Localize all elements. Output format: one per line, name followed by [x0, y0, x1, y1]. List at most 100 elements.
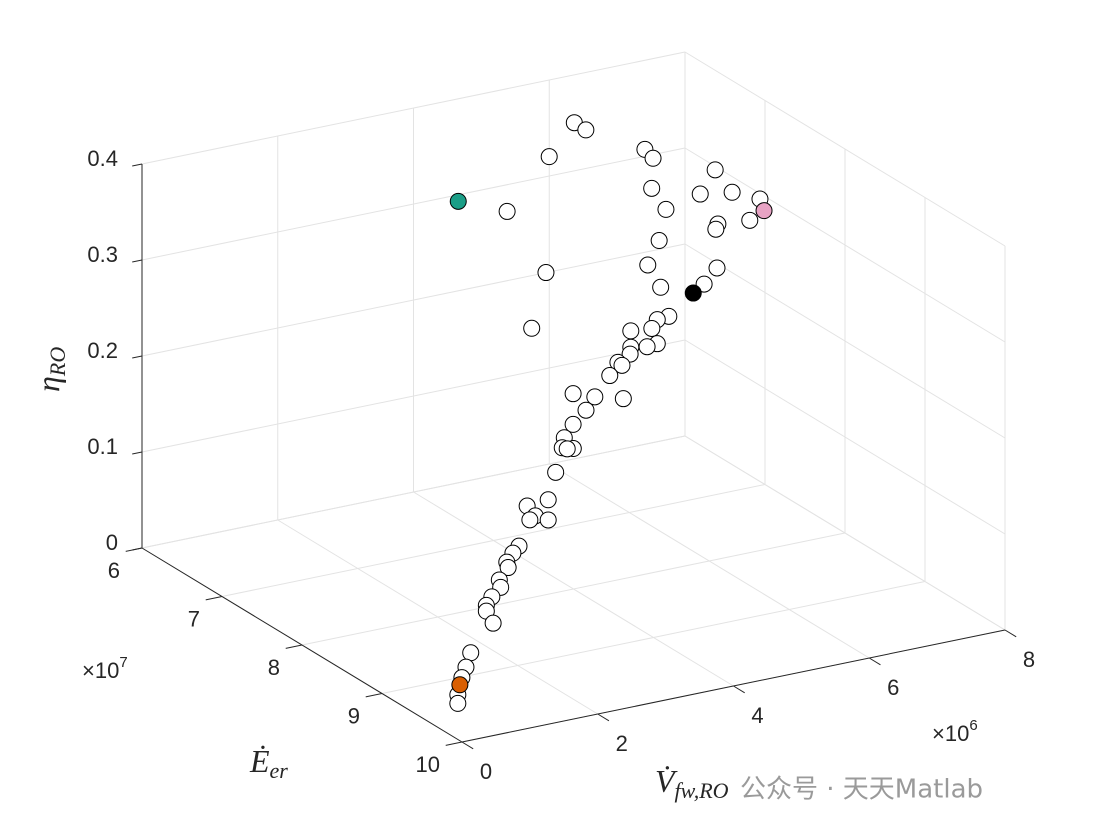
- grid-line: [141, 51, 686, 165]
- data-point: [484, 614, 502, 632]
- data-point: [601, 367, 619, 385]
- y-axis-label: Ėer: [249, 743, 288, 783]
- grid-line: [381, 581, 926, 694]
- z-tick: [132, 163, 143, 167]
- x-tick-label: 6: [887, 675, 899, 700]
- z-tick: [132, 451, 143, 455]
- z-axis-label: ηRO: [30, 347, 70, 392]
- data-point: [451, 676, 469, 694]
- grid-line: [684, 147, 1006, 343]
- y-label-sub: er: [270, 758, 289, 783]
- y-tick-label: 10: [416, 752, 440, 777]
- y-exponent: ×107: [82, 654, 128, 683]
- data-point: [523, 319, 541, 337]
- data-point: [613, 356, 631, 374]
- data-point: [755, 202, 773, 220]
- data-point: [657, 200, 675, 218]
- x-tick: [733, 685, 745, 694]
- data-point: [577, 401, 595, 419]
- data-point: [449, 192, 467, 210]
- grid-line: [141, 339, 686, 453]
- data-point: [650, 232, 668, 250]
- y-tick-label: 9: [348, 703, 360, 728]
- grid-line: [684, 435, 1006, 631]
- y-tick: [445, 741, 463, 746]
- x-exponent: ×106: [932, 717, 978, 746]
- x-tick: [1004, 629, 1017, 638]
- data-point: [684, 284, 702, 302]
- grid-line: [141, 243, 686, 357]
- y-tick: [285, 644, 303, 649]
- x-tick: [597, 713, 610, 722]
- axes: 0 2 4 6 8 6 7 8 9 10 0 0.1 0.2 0.3 0.4: [87, 146, 1035, 784]
- data-point: [449, 694, 467, 712]
- data-point: [564, 385, 582, 403]
- data-point: [638, 338, 656, 356]
- y-label-base: Ė: [249, 743, 270, 779]
- data-point: [707, 220, 725, 238]
- x-tick: [461, 741, 474, 750]
- x-tick-label: 2: [616, 731, 628, 756]
- data-point: [539, 491, 557, 509]
- data-point: [547, 463, 565, 481]
- data-point: [706, 161, 724, 179]
- y-tick: [365, 693, 383, 698]
- z-tick-label: 0: [106, 530, 118, 555]
- x-tick: [868, 657, 881, 666]
- data-point: [723, 183, 741, 201]
- grid-line: [684, 339, 1006, 535]
- x-axis-label: V̇fw,RO: [655, 763, 729, 803]
- x-exponent-power: 6: [969, 717, 977, 734]
- z-tick: [132, 547, 143, 551]
- z-tick-label: 0.2: [87, 338, 118, 363]
- grid-line: [141, 147, 686, 261]
- grid-line: [141, 435, 686, 549]
- y-tick-label: 8: [268, 655, 280, 680]
- data-point: [691, 185, 709, 203]
- data-point: [537, 264, 555, 282]
- data-point: [499, 559, 517, 577]
- data-point: [643, 319, 661, 337]
- x-exponent-base: ×10: [932, 721, 969, 746]
- grid-line: [684, 51, 1006, 247]
- x-tick-label: 4: [751, 703, 763, 728]
- y-tick: [205, 596, 223, 601]
- z-tick-label: 0.1: [87, 434, 118, 459]
- x-label-base: V̇: [655, 763, 678, 799]
- data-point: [521, 511, 539, 529]
- data-point: [614, 390, 632, 408]
- x-label-sub: fw,RO: [675, 778, 729, 803]
- grid-line: [684, 243, 1006, 439]
- y-tick-label: 6: [108, 558, 120, 583]
- data-point: [539, 511, 557, 529]
- points: [449, 114, 773, 712]
- z-tick-label: 0.4: [87, 146, 118, 171]
- data-point: [540, 148, 558, 166]
- grid-line: [221, 484, 766, 597]
- x-tick-label: 0: [480, 759, 492, 784]
- z-tick: [132, 355, 143, 359]
- data-point: [577, 121, 595, 139]
- z-label-sub: RO: [45, 347, 70, 377]
- y-exponent-power: 7: [119, 654, 127, 671]
- y-exponent-base: ×10: [82, 658, 119, 683]
- z-label-base: η: [30, 376, 66, 392]
- data-point: [558, 440, 576, 458]
- data-point: [498, 202, 516, 220]
- y-tick-label: 7: [188, 606, 200, 631]
- data-point: [741, 211, 759, 229]
- watermark: 公众号 · 天天Matlab: [740, 775, 983, 805]
- grid-line: [301, 532, 846, 646]
- data-point: [622, 322, 640, 340]
- data-point: [639, 256, 657, 274]
- data-point: [462, 644, 480, 662]
- x-tick-label: 8: [1023, 647, 1035, 672]
- data-point: [586, 388, 604, 406]
- z-tick-label: 0.3: [87, 242, 118, 267]
- data-point: [644, 149, 662, 167]
- data-point: [564, 415, 582, 433]
- data-point: [652, 278, 670, 296]
- data-point: [643, 179, 661, 197]
- grid: [141, 51, 1006, 743]
